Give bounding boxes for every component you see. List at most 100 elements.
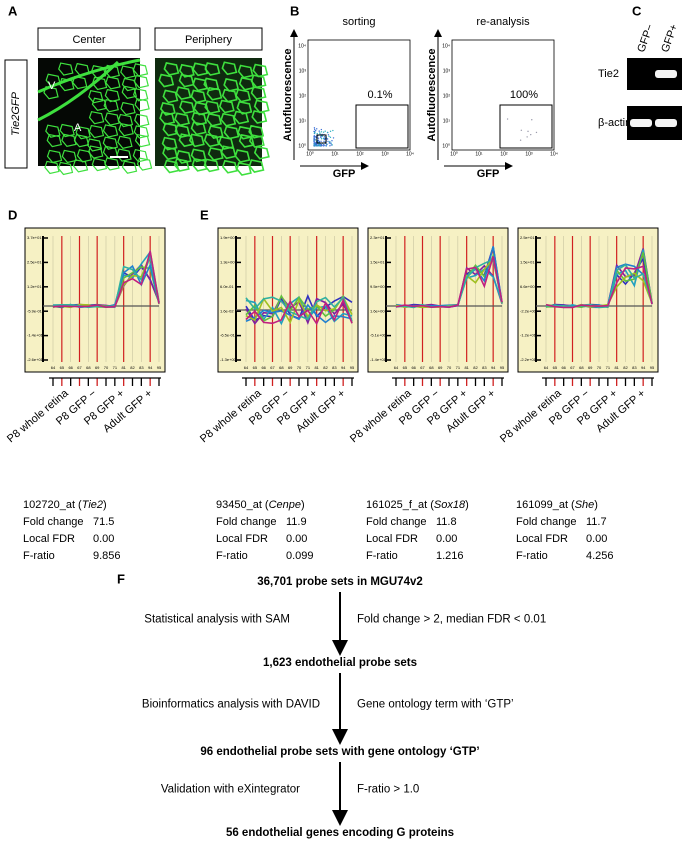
vessel-cell xyxy=(120,65,136,79)
vessel-cell xyxy=(251,110,268,124)
panel-letter: D xyxy=(8,207,17,222)
x-tick-label: 69 xyxy=(588,365,593,370)
vessel-cell xyxy=(203,133,220,148)
event-dot xyxy=(506,118,509,120)
flow-criterion: Gene ontology term with ‘GTP’ xyxy=(357,699,514,711)
x-tick-label: 68 xyxy=(279,365,284,370)
x-tick-label: 82 xyxy=(623,365,628,370)
gene-label: 161099_at (She) xyxy=(516,499,598,511)
gel-band xyxy=(655,119,677,127)
expression-trace xyxy=(245,303,353,324)
x-tick-label: 10² xyxy=(356,151,364,157)
event-dot xyxy=(326,143,328,145)
column-box xyxy=(154,27,263,51)
vessel-cell xyxy=(236,100,253,115)
event-dot xyxy=(316,128,318,130)
panel-letter: A xyxy=(8,3,18,18)
event-dot xyxy=(328,135,330,138)
gel-band xyxy=(630,119,652,127)
vessel-cell xyxy=(44,160,60,175)
x-tick-label: 83 xyxy=(332,365,337,370)
event-dot xyxy=(320,128,323,131)
x-tick-label: 95 xyxy=(157,365,162,370)
y-tick-label: -6.5e-01 xyxy=(220,333,236,338)
vessel-cell xyxy=(220,112,237,127)
y-tick-label: 1.6e-02 xyxy=(220,308,234,313)
y-tick-label: 10² xyxy=(443,93,451,99)
x-tick-label: 10⁰ xyxy=(450,151,458,157)
y-tick-label: 10⁰ xyxy=(298,143,306,149)
event-dot xyxy=(331,140,333,142)
vessel-cell xyxy=(175,86,192,101)
x-tick-label: 71 xyxy=(456,365,461,370)
x-tick-label: 68 xyxy=(579,365,584,370)
event-dot xyxy=(323,144,325,147)
x-tick-label: 67 xyxy=(77,365,82,370)
gate-label: 100% xyxy=(510,89,538,101)
vessel-cell xyxy=(87,145,104,159)
vessel-cell xyxy=(117,135,133,149)
event-dot xyxy=(320,138,323,140)
vessel-cell xyxy=(133,125,150,139)
vessel-cell xyxy=(221,88,238,103)
stat-value: 11.7 xyxy=(586,516,607,528)
flow-step: 96 endothelial probe sets with gene onto… xyxy=(200,746,479,758)
x-tick-label: 95 xyxy=(500,365,505,370)
y-tick-label: 6.6e+00 xyxy=(520,284,535,289)
vessel-cell xyxy=(73,134,90,148)
y-tick-label: 10¹ xyxy=(299,118,307,124)
flow-criterion: F-ratio > 1.0 xyxy=(357,784,419,796)
flow-method: Statistical analysis with SAM xyxy=(144,614,290,626)
vessel-cell xyxy=(86,138,103,152)
x-tick-label: 66 xyxy=(68,365,73,370)
vessel-cell xyxy=(190,89,207,104)
vessel-cell xyxy=(104,112,120,126)
vessel-cell xyxy=(61,133,77,148)
x-tick-label: 81 xyxy=(121,365,126,370)
vessel-cell xyxy=(220,145,237,160)
vessel-cell xyxy=(253,145,270,160)
stat-name: Fold change xyxy=(366,516,427,528)
event-dot xyxy=(324,130,326,132)
y-tick-label: 6.0e-01 xyxy=(220,284,234,289)
vessel-cell xyxy=(57,161,74,176)
vessel-cell xyxy=(61,149,78,164)
flow-step: 1,623 endothelial probe sets xyxy=(263,657,417,669)
column-label: Center xyxy=(72,34,105,46)
plot-frame xyxy=(24,227,166,373)
event-dot xyxy=(313,138,315,141)
gene-name: Cenpe xyxy=(269,499,301,511)
vessel-network xyxy=(37,58,153,176)
x-tick-label: 67 xyxy=(420,365,425,370)
y-tick-label: 1.5e+01 xyxy=(370,259,385,264)
y-tick-label: 10² xyxy=(299,93,307,99)
x-tick-label: 82 xyxy=(323,365,328,370)
event-dot xyxy=(327,134,330,136)
vessel-cell xyxy=(178,133,195,148)
x-tick-label: 69 xyxy=(438,365,443,370)
vessel-cell xyxy=(121,85,137,99)
stat-value: 71.5 xyxy=(93,516,114,528)
gene-suffix: ) xyxy=(465,499,469,511)
vessel xyxy=(37,58,141,94)
y-tick-label: 1.3e+00 xyxy=(220,259,235,264)
event-dot xyxy=(332,129,334,132)
x-tick-label: 10³ xyxy=(381,151,389,157)
stat-value: 0.00 xyxy=(586,533,607,545)
x-tick-label: 95 xyxy=(350,365,355,370)
event-dot xyxy=(319,145,321,147)
x-tick-label: 83 xyxy=(482,365,487,370)
probe-id: 102720_at ( xyxy=(23,499,82,511)
column-label: Periphery xyxy=(185,34,233,46)
stat-value: 11.8 xyxy=(436,516,457,528)
event-dot xyxy=(320,131,323,133)
column-box xyxy=(37,27,141,51)
x-tick-label: 65 xyxy=(553,365,558,370)
y-tick-label: -2.2e+01 xyxy=(520,357,537,362)
gate-label: 0.1% xyxy=(367,89,392,101)
event-dot xyxy=(314,143,317,145)
y-label: Autofluorescence xyxy=(426,49,438,142)
lane-label: GFP− xyxy=(635,23,656,54)
vessel-cell xyxy=(248,134,265,148)
y-tick-label: 10⁴ xyxy=(442,43,450,49)
